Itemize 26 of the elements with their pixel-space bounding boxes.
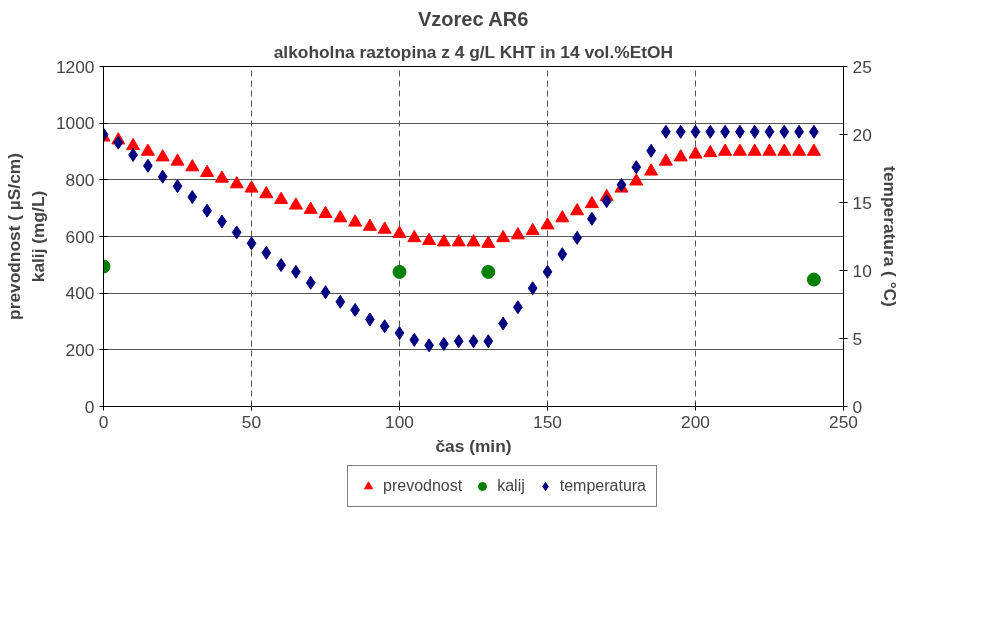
y-tick-label: 800 xyxy=(65,169,95,190)
y-tick-label: 1200 xyxy=(55,56,95,77)
x-tick-label: 50 xyxy=(241,411,262,432)
y-tick-label: 1000 xyxy=(55,113,95,134)
y2-tick-label: 0 xyxy=(852,396,863,417)
legend-label: prevodnost xyxy=(383,477,463,495)
y2-tick-label: 10 xyxy=(852,260,872,281)
y2-tick-label: 5 xyxy=(852,328,863,349)
y-tick-label: 200 xyxy=(65,339,95,360)
y-tick-label: 0 xyxy=(84,396,95,417)
y-tick-label: 400 xyxy=(65,283,95,304)
y2-tick-label: 25 xyxy=(852,56,872,77)
x-tick-label: 200 xyxy=(681,411,710,432)
y2-axis-title: temperatura ( °C) xyxy=(879,166,900,307)
chart-subtitle: alkoholna raztopina z 4 g/L KHT in 14 vol.%EtOH xyxy=(273,41,673,62)
x-axis-title: čas (min) xyxy=(435,435,512,456)
legend-label: kalij xyxy=(497,477,525,495)
x-tick-label: 100 xyxy=(385,411,414,432)
y-tick-label: 600 xyxy=(65,226,95,247)
x-tick-label: 0 xyxy=(98,411,109,432)
chart-title: Vzorec AR6 xyxy=(417,7,529,30)
y2-tick-label: 20 xyxy=(852,124,872,145)
y2-tick-label: 15 xyxy=(852,192,872,213)
y-axis-title: prevodnost ( µS/cm) kalij (mg/L) xyxy=(3,153,48,320)
x-tick-label: 150 xyxy=(533,411,562,432)
legend-label: temperatura xyxy=(559,477,646,495)
